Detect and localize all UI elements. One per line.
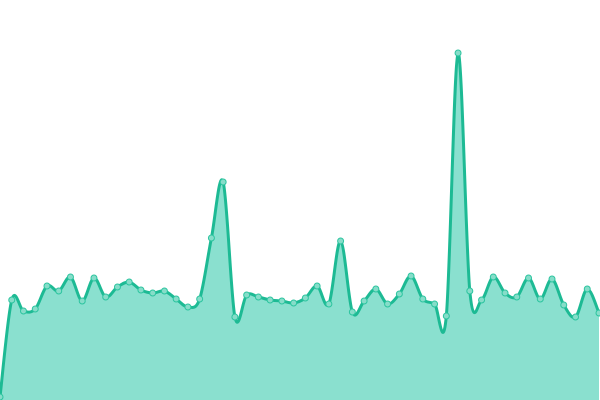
data-point-46: [536, 295, 544, 303]
data-point-7: [78, 297, 86, 305]
data-point-30: [348, 308, 356, 316]
data-points: [0, 49, 600, 400]
data-point-28: [325, 300, 333, 308]
data-point-45: [525, 274, 533, 282]
data-point-2: [19, 307, 27, 315]
data-point-38: [442, 312, 450, 320]
data-point-49: [572, 313, 580, 321]
data-point-34: [395, 290, 403, 298]
data-point-51: [595, 309, 600, 317]
data-point-17: [196, 295, 204, 303]
data-point-29: [337, 237, 345, 245]
data-point-26: [301, 294, 309, 302]
data-point-43: [501, 289, 509, 297]
data-point-4: [43, 282, 51, 290]
data-point-41: [478, 296, 486, 304]
data-point-10: [113, 283, 121, 291]
data-point-14: [160, 287, 168, 295]
data-point-42: [489, 273, 497, 281]
data-point-47: [548, 275, 556, 283]
data-point-0: [0, 393, 4, 400]
data-point-5: [55, 287, 63, 295]
data-point-8: [90, 274, 98, 282]
data-point-32: [372, 285, 380, 293]
data-point-35: [407, 272, 415, 280]
data-point-11: [125, 278, 133, 286]
data-point-13: [149, 289, 157, 297]
data-point-33: [384, 300, 392, 308]
data-point-40: [466, 287, 474, 295]
data-point-50: [583, 285, 591, 293]
data-point-3: [31, 305, 39, 313]
data-point-25: [290, 299, 298, 307]
data-point-23: [266, 296, 274, 304]
data-point-6: [66, 273, 74, 281]
data-point-18: [207, 234, 215, 242]
data-point-27: [313, 282, 321, 290]
data-point-24: [278, 297, 286, 305]
data-point-44: [513, 293, 521, 301]
data-point-19: [219, 178, 227, 186]
data-point-21: [243, 291, 251, 299]
data-point-39: [454, 49, 462, 57]
data-point-31: [360, 297, 368, 305]
data-point-12: [137, 286, 145, 294]
data-point-48: [560, 301, 568, 309]
area-fill: [0, 52, 599, 400]
data-point-1: [8, 296, 16, 304]
data-point-36: [419, 295, 427, 303]
data-point-20: [231, 313, 239, 321]
data-point-15: [172, 295, 180, 303]
data-point-9: [102, 293, 110, 301]
data-point-16: [184, 303, 192, 311]
data-point-22: [254, 293, 262, 301]
data-point-37: [431, 300, 439, 308]
